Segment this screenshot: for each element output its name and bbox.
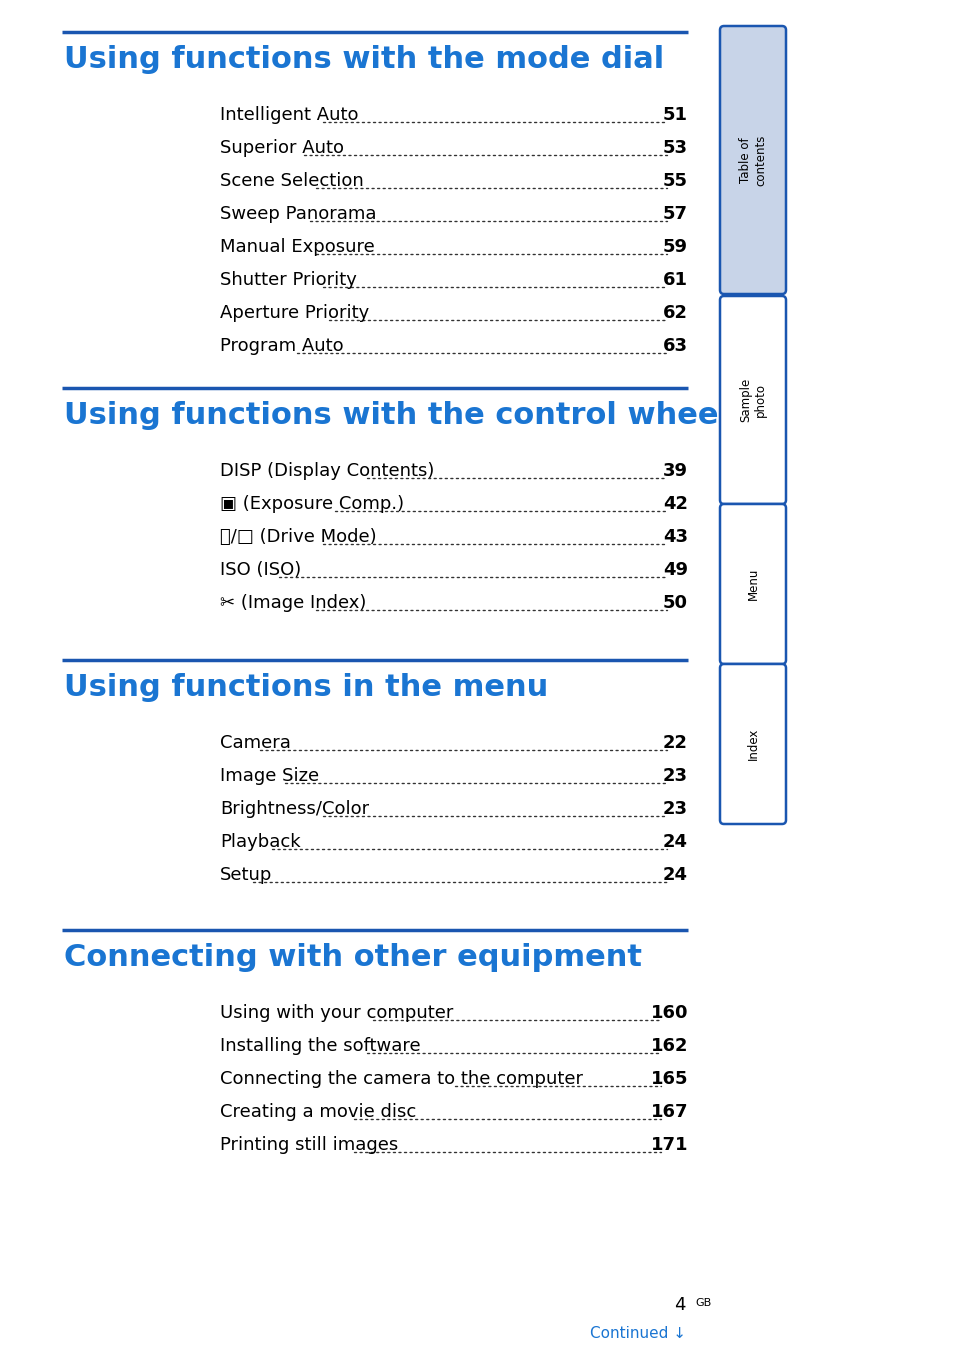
Text: 165: 165 (650, 1071, 687, 1088)
Text: Shutter Priority: Shutter Priority (220, 271, 356, 289)
Text: 22: 22 (662, 734, 687, 752)
Text: 39: 39 (662, 461, 687, 480)
FancyBboxPatch shape (720, 26, 785, 294)
Text: 162: 162 (650, 1037, 687, 1054)
Text: 24: 24 (662, 833, 687, 851)
Text: Connecting with other equipment: Connecting with other equipment (64, 943, 641, 972)
Text: Installing the software: Installing the software (220, 1037, 420, 1054)
Text: Using functions with the control wheel: Using functions with the control wheel (64, 402, 728, 430)
Text: Continued ↓: Continued ↓ (589, 1326, 685, 1341)
Text: ISO (ISO): ISO (ISO) (220, 560, 301, 579)
Text: Using functions with the mode dial: Using functions with the mode dial (64, 45, 663, 75)
FancyBboxPatch shape (720, 664, 785, 824)
Text: 23: 23 (662, 801, 687, 818)
Text: Playback: Playback (220, 833, 300, 851)
FancyBboxPatch shape (720, 296, 785, 503)
Text: 50: 50 (662, 594, 687, 612)
Text: 61: 61 (662, 271, 687, 289)
Text: 59: 59 (662, 237, 687, 256)
Text: Manual Exposure: Manual Exposure (220, 237, 375, 256)
Text: 49: 49 (662, 560, 687, 579)
Text: Table of
contents: Table of contents (739, 134, 766, 186)
Text: 24: 24 (662, 866, 687, 883)
Text: 171: 171 (650, 1136, 687, 1153)
Text: Using with your computer: Using with your computer (220, 1004, 453, 1022)
Text: Aperture Priority: Aperture Priority (220, 304, 369, 322)
Text: Connecting the camera to the computer: Connecting the camera to the computer (220, 1071, 582, 1088)
Text: Printing still images: Printing still images (220, 1136, 397, 1153)
Text: ▣ (Exposure Comp.): ▣ (Exposure Comp.) (220, 495, 404, 513)
Text: DISP (Display Contents): DISP (Display Contents) (220, 461, 434, 480)
Text: 42: 42 (662, 495, 687, 513)
Text: ⌛/□ (Drive Mode): ⌛/□ (Drive Mode) (220, 528, 376, 546)
Text: Intelligent Auto: Intelligent Auto (220, 106, 358, 123)
Text: Image Size: Image Size (220, 767, 319, 784)
Text: 51: 51 (662, 106, 687, 123)
Text: Scene Selection: Scene Selection (220, 172, 363, 190)
Text: 167: 167 (650, 1103, 687, 1121)
Text: Creating a movie disc: Creating a movie disc (220, 1103, 416, 1121)
Text: Program Auto: Program Auto (220, 337, 343, 356)
Text: ✂ (Image Index): ✂ (Image Index) (220, 594, 366, 612)
FancyBboxPatch shape (720, 503, 785, 664)
Text: Using functions in the menu: Using functions in the menu (64, 673, 548, 702)
Text: 4: 4 (674, 1296, 685, 1314)
Text: Camera: Camera (220, 734, 291, 752)
Text: 160: 160 (650, 1004, 687, 1022)
Text: GB: GB (695, 1299, 711, 1308)
Text: 57: 57 (662, 205, 687, 223)
Text: Brightness/Color: Brightness/Color (220, 801, 369, 818)
Text: 55: 55 (662, 172, 687, 190)
Text: 43: 43 (662, 528, 687, 546)
Text: 23: 23 (662, 767, 687, 784)
Text: Sweep Panorama: Sweep Panorama (220, 205, 376, 223)
Text: 63: 63 (662, 337, 687, 356)
Text: Index: Index (745, 727, 759, 760)
Text: Setup: Setup (220, 866, 273, 883)
Text: 53: 53 (662, 138, 687, 157)
Text: 62: 62 (662, 304, 687, 322)
Text: Sample
photo: Sample photo (739, 377, 766, 422)
Text: Menu: Menu (745, 567, 759, 600)
Text: Superior Auto: Superior Auto (220, 138, 344, 157)
